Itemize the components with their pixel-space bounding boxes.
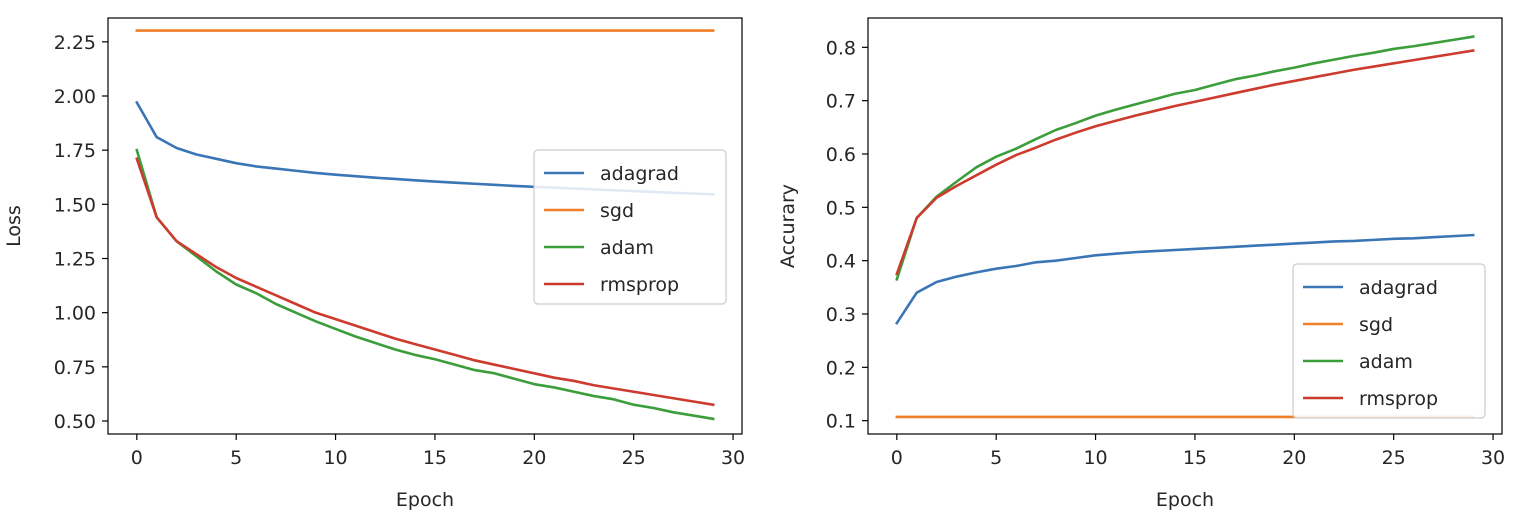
loss-legend-box [533, 149, 727, 305]
loss-y-tick-label: 0.50 [54, 411, 96, 433]
acc-x-axis-label: Epoch [1156, 489, 1214, 511]
loss-series-adam [135, 148, 715, 421]
acc-series-lines [895, 35, 1475, 419]
acc-y-axis-label: Accurary [777, 184, 799, 268]
acc-series-adam [895, 35, 1475, 281]
acc-x-tick-label: 15 [1183, 447, 1207, 469]
acc-x-tick-label: 10 [1083, 447, 1107, 469]
loss-legend-label-adam: adam [600, 237, 654, 259]
acc-legend: adagrad sgd adam rmsprop [1292, 263, 1486, 419]
loss-x-tick-label: 10 [323, 447, 347, 469]
acc-x-tick-label: 30 [1481, 447, 1505, 469]
acc-legend-box [1292, 263, 1486, 419]
acc-series-adagrad [895, 233, 1475, 325]
loss-legend-label-adagrad: adagrad [600, 163, 679, 185]
loss-x-axis-label: Epoch [396, 489, 454, 511]
acc-y-tick-label: 0.7 [826, 91, 856, 113]
acc-y-tick-label: 0.4 [826, 251, 856, 273]
acc-x-tick-label: 20 [1282, 447, 1306, 469]
loss-y-tick-label: 1.50 [54, 194, 96, 216]
loss-chart: 0 5 10 15 20 25 30 0.50 0.75 1.00 1.25 1.50 1.75 2.00… [3, 17, 745, 511]
loss-y-tick-label: 2.00 [54, 86, 96, 108]
acc-x-tick-label: 5 [990, 447, 1002, 469]
loss-series-rmsprop [135, 157, 715, 407]
acc-y-tick-label: 0.3 [826, 304, 856, 326]
loss-legend-label-rmsprop: rmsprop [600, 274, 679, 296]
loss-y-tick-label: 0.75 [54, 357, 96, 379]
acc-legend-label-adagrad: adagrad [1359, 277, 1438, 299]
loss-x-tick-label: 5 [230, 447, 242, 469]
loss-legend: adagrad sgd adam rmsprop [533, 149, 727, 305]
loss-y-tick-label: 1.00 [54, 303, 96, 325]
loss-y-axis-label: Loss [3, 205, 25, 247]
loss-y-tick-label: 1.75 [54, 140, 96, 162]
loss-y-tick-label: 1.25 [54, 249, 96, 271]
accuracy-chart: 0 5 10 15 20 25 30 0.1 0.2 0.3 0.4 0.5 0.6 0.7 0.8 Epoc… [777, 17, 1505, 511]
loss-x-tick-label: 0 [131, 447, 143, 469]
loss-x-tick-label: 15 [423, 447, 447, 469]
acc-series-rmsprop [895, 49, 1475, 276]
acc-x-tick-label: 25 [1382, 447, 1406, 469]
acc-legend-label-rmsprop: rmsprop [1359, 388, 1438, 410]
loss-x-tick-label: 30 [721, 447, 745, 469]
acc-y-tick-label: 0.2 [826, 357, 856, 379]
acc-y-tick-label: 0.5 [826, 197, 856, 219]
loss-axes-frame [107, 17, 743, 435]
acc-legend-label-sgd: sgd [1359, 314, 1393, 336]
acc-y-tick-label: 0.8 [826, 37, 856, 59]
acc-x-tick-label: 0 [891, 447, 903, 469]
acc-axes-frame [867, 17, 1503, 435]
loss-x-tick-label: 25 [622, 447, 646, 469]
loss-legend-label-sgd: sgd [600, 200, 634, 222]
acc-y-tick-label: 0.1 [826, 411, 856, 433]
acc-y-tick-label: 0.6 [826, 144, 856, 166]
acc-legend-label-adam: adam [1359, 351, 1413, 373]
loss-x-tick-label: 20 [522, 447, 546, 469]
loss-y-tick-label: 2.25 [54, 32, 96, 54]
